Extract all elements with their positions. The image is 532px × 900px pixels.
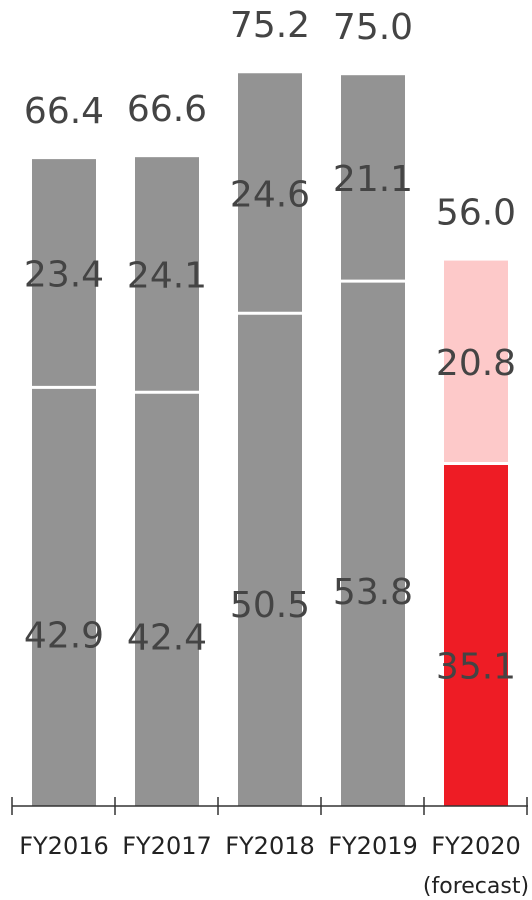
category-label: FY2017 [122,832,212,860]
bar-lower-FY2020 [444,463,508,806]
category-label: FY2016 [19,832,109,860]
segment-label-upper: 24.1 [127,256,207,297]
segment-label-lower: 53.8 [333,572,413,613]
segment-label-upper: 23.4 [24,254,104,295]
bar-upper-FY2016 [32,159,96,388]
total-label: 66.6 [127,89,207,130]
segment-label-lower: 35.1 [436,647,516,688]
bar-upper-FY2020 [444,260,508,464]
segment-label-lower: 42.9 [24,615,104,656]
bar-upper-FY2017 [135,157,199,393]
bar-lower-FY2017 [135,392,199,806]
total-label: 75.2 [230,5,310,46]
category-label: FY2018 [225,832,315,860]
category-label: FY2019 [328,832,418,860]
total-label: 66.4 [24,91,104,132]
bar-upper-FY2019 [341,75,405,282]
segment-label-lower: 50.5 [230,585,310,626]
segment-label-lower: 42.4 [127,617,207,658]
bar-lower-FY2019 [341,281,405,807]
bar-lower-FY2018 [238,313,302,806]
category-label: FY2020 [431,832,521,860]
bar-lower-FY2016 [32,387,96,806]
forecast-note: (forecast) [423,874,529,899]
total-label: 75.0 [333,7,413,48]
segment-label-upper: 20.8 [436,343,516,384]
segment-label-upper: 24.6 [230,174,310,215]
segment-label-upper: 21.1 [333,159,413,200]
bar-upper-FY2018 [238,73,302,314]
total-label: 56.0 [436,193,516,234]
